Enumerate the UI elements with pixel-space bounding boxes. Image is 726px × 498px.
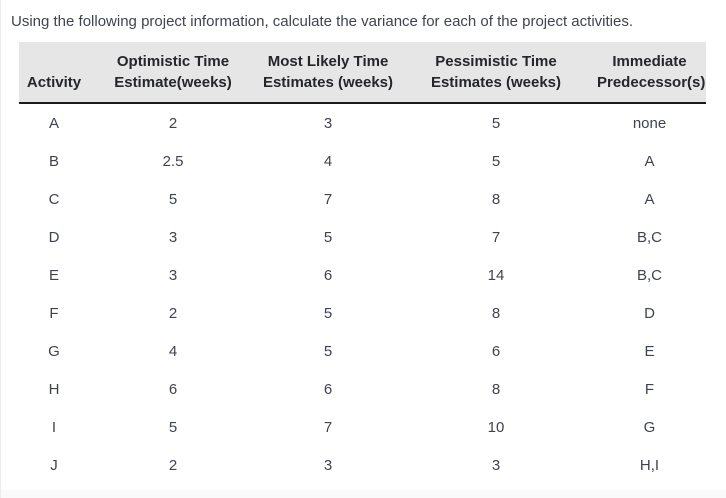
table-cell: none bbox=[632, 114, 667, 132]
table-cell: 6 bbox=[323, 380, 333, 398]
column-header-line1: Pessimistic Time bbox=[435, 53, 557, 70]
table-cell: 6 bbox=[168, 380, 178, 398]
table-cell: 4 bbox=[323, 152, 333, 170]
table-cell: 2.5 bbox=[162, 152, 184, 170]
table-cell: 3 bbox=[323, 456, 333, 474]
table-body: A 2 3 5 none B 2.5 4 5 A C 5 7 8 A D 3 5 7 B,C E 3 6 14 B,C F 2 5 8 D… bbox=[19, 103, 706, 484]
table-cell: H,I bbox=[639, 456, 660, 474]
table-cell: 5 bbox=[491, 152, 501, 170]
column-header-line2: Estimates (weeks) bbox=[262, 74, 394, 91]
table-row: C 5 7 8 A bbox=[19, 180, 706, 218]
table-cell: 6 bbox=[491, 342, 501, 360]
header-row: Activity Optimistic Time Estimate(weeks) Mo… bbox=[19, 42, 706, 104]
table-cell: G bbox=[643, 418, 656, 436]
column-header: Immediate Predecessor(s) bbox=[593, 42, 706, 104]
table-cell: 3 bbox=[168, 266, 178, 284]
table-cell: A bbox=[48, 114, 59, 132]
table-row: E 3 6 14 B,C bbox=[19, 256, 706, 294]
column-header-line1: Optimistic Time bbox=[116, 53, 230, 70]
table-cell: 5 bbox=[323, 228, 333, 246]
table-row: H 6 6 8 F bbox=[19, 370, 706, 408]
column-header-line2: Estimate(weeks) bbox=[114, 74, 232, 91]
table-cell: F bbox=[644, 380, 655, 398]
table-cell: C bbox=[48, 190, 60, 208]
table-cell: B bbox=[48, 152, 59, 170]
table-cell: A bbox=[644, 190, 655, 208]
table-cell: 6 bbox=[323, 266, 333, 284]
table-cell: I bbox=[51, 418, 57, 436]
table-cell: F bbox=[49, 304, 59, 322]
table-cell: B,C bbox=[636, 266, 662, 284]
table-row: A 2 3 5 none bbox=[19, 103, 706, 142]
table-cell: 4 bbox=[168, 342, 178, 360]
table-cell: 5 bbox=[491, 114, 501, 132]
table-cell: 8 bbox=[491, 304, 501, 322]
table-row: I 5 7 10 G bbox=[19, 408, 706, 446]
table-cell: B,C bbox=[636, 228, 662, 246]
column-header: Pessimistic Time Estimates (weeks) bbox=[399, 42, 593, 104]
table-row: J 2 3 3 H,I bbox=[19, 446, 706, 484]
project-table: Activity Optimistic Time Estimate(weeks) Mo… bbox=[19, 42, 706, 484]
table-cell: 7 bbox=[323, 418, 333, 436]
table-cell: 5 bbox=[323, 304, 333, 322]
column-header: Most Likely Time Estimates (weeks) bbox=[257, 42, 399, 104]
table-cell: 2 bbox=[168, 456, 178, 474]
column-header: Optimistic Time Estimate(weeks) bbox=[89, 42, 257, 104]
table-cell: 14 bbox=[487, 266, 505, 284]
table-cell: 2 bbox=[168, 114, 178, 132]
table-cell: H bbox=[48, 380, 60, 398]
column-header-line1: Most Likely Time bbox=[267, 53, 389, 70]
column-header: Activity bbox=[19, 42, 89, 104]
table-cell: E bbox=[48, 266, 59, 284]
table-cell: 8 bbox=[491, 190, 501, 208]
table-cell: 3 bbox=[323, 114, 333, 132]
table-cell: 7 bbox=[491, 228, 501, 246]
table-cell: 5 bbox=[168, 418, 178, 436]
table-cell: 5 bbox=[168, 190, 178, 208]
table-cell: 2 bbox=[168, 304, 178, 322]
column-header-line1: Immediate bbox=[612, 53, 687, 70]
table-row: B 2.5 4 5 A bbox=[19, 142, 706, 180]
table-cell: E bbox=[644, 342, 655, 360]
column-header-line2: Predecessor(s) bbox=[597, 74, 706, 91]
footer-strip bbox=[1, 490, 726, 498]
table-cell: 8 bbox=[491, 380, 501, 398]
table-cell: G bbox=[48, 342, 60, 360]
table-cell: 3 bbox=[168, 228, 178, 246]
table-cell: D bbox=[48, 228, 60, 246]
table-cell: D bbox=[644, 304, 655, 322]
table-cell: J bbox=[50, 456, 58, 474]
table-cell: 3 bbox=[491, 456, 501, 474]
question-title: Using the following project information,… bbox=[11, 13, 633, 30]
table-cell: 5 bbox=[323, 342, 333, 360]
column-header-line2: Estimates (weeks) bbox=[430, 74, 562, 91]
table-row: D 3 5 7 B,C bbox=[19, 218, 706, 256]
table-cell: A bbox=[644, 152, 655, 170]
table-row: G 4 5 6 E bbox=[19, 332, 706, 370]
table-header: Activity Optimistic Time Estimate(weeks) Mo… bbox=[19, 42, 706, 104]
table-cell: 10 bbox=[487, 418, 505, 436]
table-cell: 7 bbox=[323, 190, 333, 208]
table-row: F 2 5 8 D bbox=[19, 294, 706, 332]
column-header-line2: Activity bbox=[26, 74, 82, 91]
